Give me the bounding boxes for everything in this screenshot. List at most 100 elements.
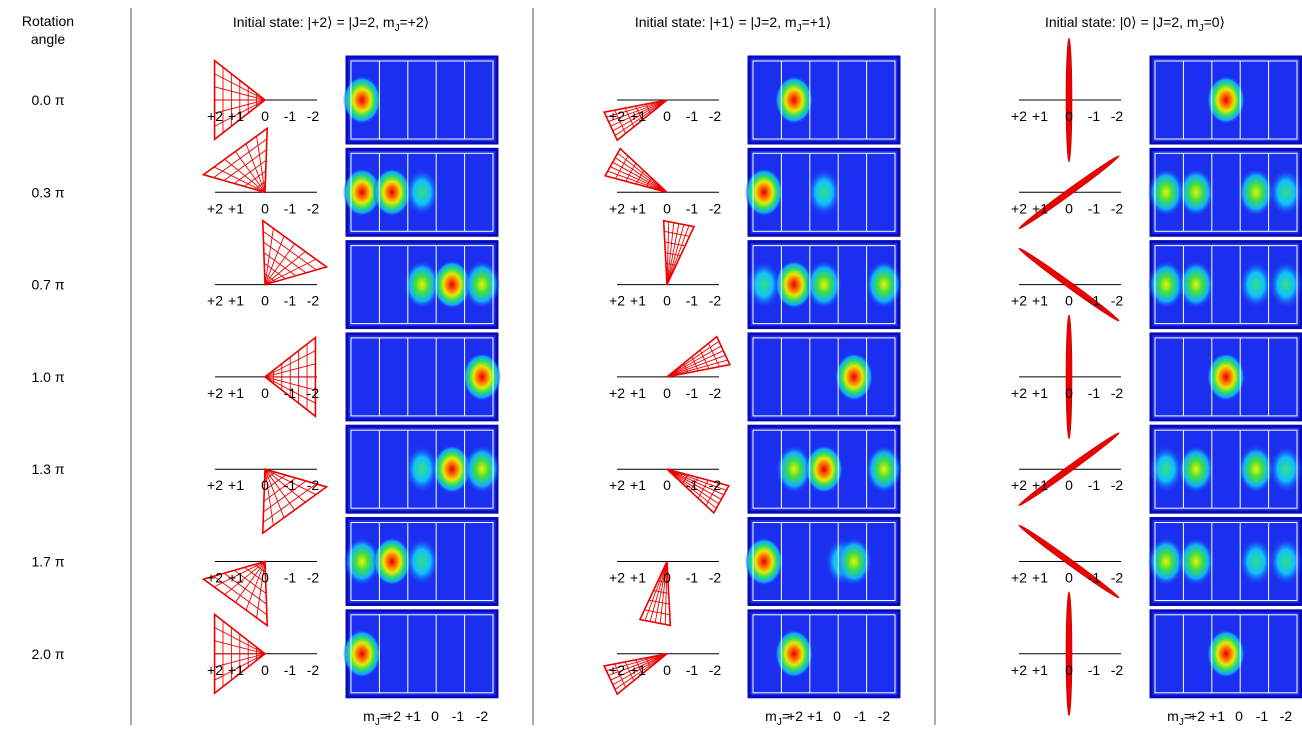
signal-blob xyxy=(747,260,781,309)
axis-label-main: m xyxy=(1167,708,1179,724)
row-label: 1.7 π xyxy=(31,554,64,570)
title-subscript: J xyxy=(1199,23,1204,34)
title-text: Initial state: |0⟩ = |J=2, m xyxy=(1045,14,1199,30)
ladder-label: -1 xyxy=(686,200,699,216)
fan-hatch xyxy=(705,482,719,506)
ladder-label: 0 xyxy=(1065,477,1073,493)
ladder-label: 0 xyxy=(1065,385,1073,401)
signal-blob xyxy=(807,168,841,217)
ladder-label: +2 xyxy=(609,477,625,493)
signal-blob xyxy=(836,537,872,586)
ladder-label: +2 xyxy=(207,570,223,586)
ladder-label: +1 xyxy=(228,108,244,124)
ladder-label: -2 xyxy=(1111,477,1124,493)
fan-hatch xyxy=(256,135,266,193)
alignment-ellipse xyxy=(1018,432,1120,507)
ladder-label: 0 xyxy=(1065,662,1073,678)
signal-blob xyxy=(404,260,440,309)
image-frame xyxy=(350,245,494,325)
ladder-label: +2 xyxy=(207,108,223,124)
fan-hatch xyxy=(644,609,670,616)
signal-blob xyxy=(343,168,381,217)
image-frame xyxy=(350,152,494,232)
ladder-label: +1 xyxy=(1032,200,1048,216)
ladder-label: 0 xyxy=(1065,200,1073,216)
image-panel xyxy=(747,55,901,145)
image-frame xyxy=(752,429,896,509)
ladder-label: +2 xyxy=(207,200,223,216)
axis-label: mJ= xyxy=(1167,708,1192,728)
fan-outline xyxy=(603,147,668,194)
ladder-label: +1 xyxy=(228,570,244,586)
signal-blob xyxy=(464,260,500,309)
axis-tick-label: +1 xyxy=(1209,708,1225,724)
signal-blob xyxy=(1207,76,1245,124)
signal-blob xyxy=(805,445,843,494)
ladder-label: +1 xyxy=(1032,570,1048,586)
ladder-label: -2 xyxy=(709,662,722,678)
column-title: Initial state: |+1⟩ = |J=2, mJ=+1⟩ xyxy=(635,14,831,34)
ladder-label: -1 xyxy=(1088,662,1101,678)
image-frame xyxy=(1154,337,1298,417)
ladder-label: 0 xyxy=(663,108,671,124)
signal-blob xyxy=(1239,260,1273,309)
image-frame xyxy=(350,429,494,509)
signal-blob xyxy=(1238,445,1274,494)
ladder-label: -1 xyxy=(1088,385,1101,401)
row-header: angle xyxy=(31,31,65,47)
axis-label-main: m xyxy=(765,708,777,724)
signal-blob xyxy=(344,537,380,586)
signal-blob xyxy=(373,537,411,586)
ladder-label: -1 xyxy=(1088,293,1101,309)
signal-blob xyxy=(775,76,813,124)
ladder-label: 0 xyxy=(663,293,671,309)
ladder-label: 0 xyxy=(663,662,671,678)
signal-blob xyxy=(1149,445,1183,494)
ladder-label: -1 xyxy=(1088,477,1101,493)
signal-blob xyxy=(343,629,381,678)
ladder-label: +2 xyxy=(609,108,625,124)
image-frame xyxy=(350,60,494,140)
ladder-label: +2 xyxy=(609,570,625,586)
ladder-label: +1 xyxy=(228,477,244,493)
signal-blob xyxy=(806,260,842,309)
ladder-label: +2 xyxy=(609,293,625,309)
fan-hatch xyxy=(262,230,317,271)
alignment-ellipse xyxy=(1065,37,1073,163)
ladder-label: 0 xyxy=(261,477,269,493)
ladder-label: -2 xyxy=(307,385,320,401)
axis-tick-label: +2 xyxy=(1189,708,1205,724)
ladder-label: -2 xyxy=(1111,662,1124,678)
signal-blob xyxy=(1269,260,1302,309)
title-text: =0⟩ xyxy=(1204,14,1225,30)
ladder-label: +2 xyxy=(207,477,223,493)
row-label: 1.0 π xyxy=(31,369,64,385)
ladder-label: +2 xyxy=(1011,570,1027,586)
ladder-label: 0 xyxy=(663,385,671,401)
image-frame xyxy=(752,614,896,694)
image-frame xyxy=(1154,522,1298,601)
image-frame xyxy=(752,152,896,232)
axis-tick-label: -2 xyxy=(878,708,891,724)
image-frame xyxy=(752,60,896,140)
ladder-label: +1 xyxy=(228,385,244,401)
signal-blob xyxy=(835,352,873,401)
axis-label-subscript: J xyxy=(777,717,782,728)
fan-hatch xyxy=(614,663,626,688)
ladder-label: -2 xyxy=(1111,293,1124,309)
ladder-label: -1 xyxy=(686,477,699,493)
signal-blob xyxy=(463,352,501,401)
ladder-label: -2 xyxy=(307,200,320,216)
image-frame xyxy=(1154,245,1298,325)
signal-blob xyxy=(1178,168,1214,217)
row-label: 0.7 π xyxy=(31,277,64,293)
axis-label: mJ= xyxy=(363,708,388,728)
column-title: Initial state: |0⟩ = |J=2, mJ=0⟩ xyxy=(1045,14,1225,34)
ladder-label: -1 xyxy=(284,662,297,678)
ladder-label: -2 xyxy=(709,108,722,124)
row-label: 2.0 π xyxy=(31,646,64,662)
fan-hatch xyxy=(614,109,626,134)
ladder-label: -2 xyxy=(709,570,722,586)
signal-blob xyxy=(1207,352,1245,401)
